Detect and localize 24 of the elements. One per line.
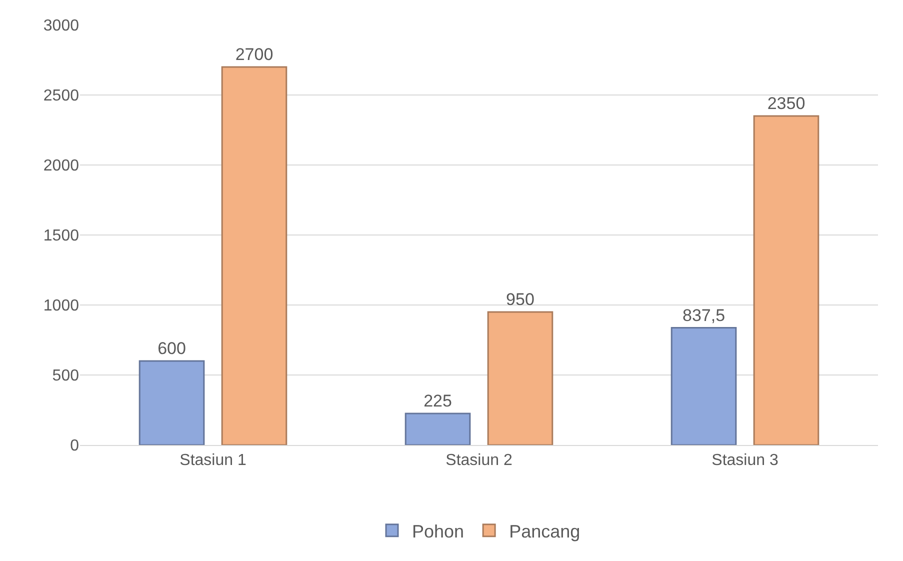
bar <box>753 115 820 445</box>
bar <box>487 311 554 445</box>
y-tick-label: 0 <box>70 438 80 455</box>
data-label: 600 <box>158 339 186 358</box>
y-tick-label: 500 <box>52 368 80 385</box>
bar <box>670 327 737 445</box>
x-tick-label: Stasiun 1 <box>180 452 246 470</box>
y-tick-label: 1000 <box>43 298 80 315</box>
x-tick-label: Stasiun 3 <box>712 452 778 470</box>
legend-label: Pancang <box>509 521 580 542</box>
data-label: 950 <box>506 290 534 309</box>
bar <box>221 66 288 445</box>
data-label: 225 <box>424 392 452 410</box>
y-tick-label: 2500 <box>43 88 80 105</box>
y-tick-label: 3000 <box>43 18 80 35</box>
data-label: 2700 <box>235 45 274 64</box>
data-label: 2350 <box>767 94 806 113</box>
bar <box>404 412 471 445</box>
bar <box>138 360 205 445</box>
y-tick-label: 2000 <box>43 158 80 175</box>
x-tick-label: Stasiun 2 <box>446 452 512 470</box>
data-label: 837,5 <box>682 306 726 325</box>
legend-label: Pohon <box>412 521 464 542</box>
y-tick-label: 1500 <box>43 228 80 245</box>
